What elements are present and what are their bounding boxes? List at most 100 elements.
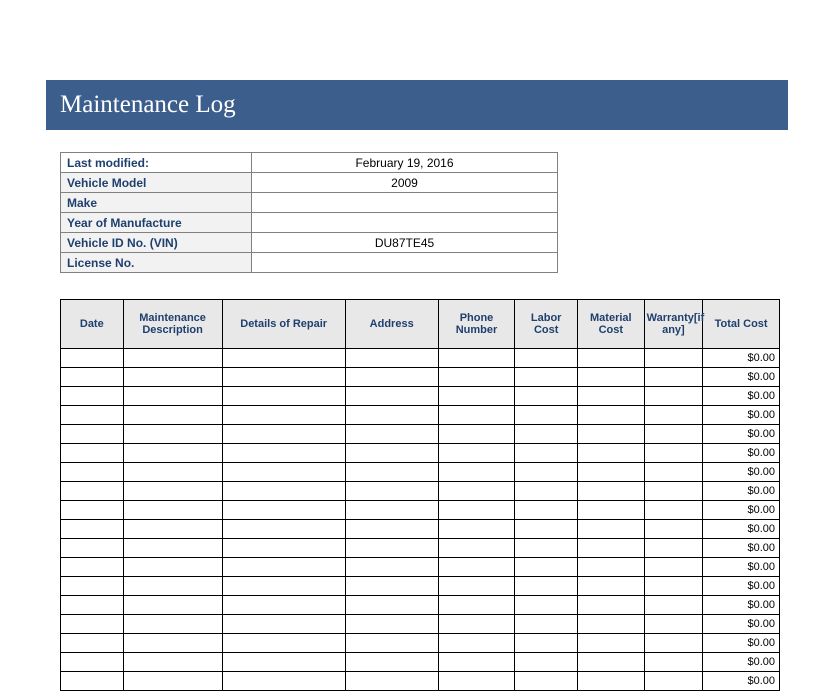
table-cell[interactable] <box>345 539 438 558</box>
table-cell[interactable] <box>222 615 345 634</box>
table-cell[interactable] <box>438 539 515 558</box>
table-cell[interactable] <box>577 634 644 653</box>
table-cell[interactable] <box>222 501 345 520</box>
table-cell[interactable] <box>222 558 345 577</box>
table-cell[interactable] <box>123 539 222 558</box>
table-cell[interactable] <box>577 596 644 615</box>
table-cell[interactable] <box>123 558 222 577</box>
total-cost-cell[interactable]: $0.00 <box>703 558 780 577</box>
table-cell[interactable] <box>515 406 578 425</box>
table-cell[interactable] <box>123 387 222 406</box>
table-cell[interactable] <box>222 463 345 482</box>
total-cost-cell[interactable]: $0.00 <box>703 463 780 482</box>
table-cell[interactable] <box>345 387 438 406</box>
table-cell[interactable] <box>644 596 703 615</box>
make-value[interactable] <box>252 193 558 213</box>
table-cell[interactable] <box>345 558 438 577</box>
total-cost-cell[interactable]: $0.00 <box>703 501 780 520</box>
table-cell[interactable] <box>577 615 644 634</box>
table-cell[interactable] <box>438 501 515 520</box>
table-cell[interactable] <box>61 425 124 444</box>
table-cell[interactable] <box>345 501 438 520</box>
table-cell[interactable] <box>644 463 703 482</box>
last-modified-value[interactable]: February 19, 2016 <box>252 153 558 173</box>
table-cell[interactable] <box>123 672 222 691</box>
table-cell[interactable] <box>438 672 515 691</box>
total-cost-cell[interactable]: $0.00 <box>703 425 780 444</box>
table-cell[interactable] <box>438 406 515 425</box>
table-cell[interactable] <box>345 672 438 691</box>
table-cell[interactable] <box>515 672 578 691</box>
table-cell[interactable] <box>123 349 222 368</box>
table-cell[interactable] <box>123 482 222 501</box>
table-cell[interactable] <box>515 482 578 501</box>
table-cell[interactable] <box>438 615 515 634</box>
total-cost-cell[interactable]: $0.00 <box>703 615 780 634</box>
vehicle-model-value[interactable]: 2009 <box>252 173 558 193</box>
table-cell[interactable] <box>644 425 703 444</box>
table-cell[interactable] <box>345 368 438 387</box>
table-cell[interactable] <box>61 406 124 425</box>
table-cell[interactable] <box>438 577 515 596</box>
table-cell[interactable] <box>577 463 644 482</box>
table-cell[interactable] <box>438 368 515 387</box>
table-cell[interactable] <box>644 482 703 501</box>
table-cell[interactable] <box>515 520 578 539</box>
table-cell[interactable] <box>644 501 703 520</box>
table-cell[interactable] <box>515 444 578 463</box>
table-cell[interactable] <box>123 463 222 482</box>
table-cell[interactable] <box>61 634 124 653</box>
table-cell[interactable] <box>577 577 644 596</box>
total-cost-cell[interactable]: $0.00 <box>703 406 780 425</box>
table-cell[interactable] <box>577 482 644 501</box>
table-cell[interactable] <box>577 539 644 558</box>
table-cell[interactable] <box>61 482 124 501</box>
table-cell[interactable] <box>222 634 345 653</box>
table-cell[interactable] <box>515 596 578 615</box>
table-cell[interactable] <box>438 634 515 653</box>
table-cell[interactable] <box>123 520 222 539</box>
table-cell[interactable] <box>123 444 222 463</box>
table-cell[interactable] <box>644 672 703 691</box>
table-cell[interactable] <box>577 406 644 425</box>
table-cell[interactable] <box>644 387 703 406</box>
table-cell[interactable] <box>515 539 578 558</box>
table-cell[interactable] <box>438 482 515 501</box>
total-cost-cell[interactable]: $0.00 <box>703 444 780 463</box>
table-cell[interactable] <box>644 444 703 463</box>
table-cell[interactable] <box>438 349 515 368</box>
total-cost-cell[interactable]: $0.00 <box>703 368 780 387</box>
table-cell[interactable] <box>644 539 703 558</box>
table-cell[interactable] <box>577 672 644 691</box>
table-cell[interactable] <box>515 425 578 444</box>
table-cell[interactable] <box>61 539 124 558</box>
table-cell[interactable] <box>345 349 438 368</box>
table-cell[interactable] <box>123 501 222 520</box>
table-cell[interactable] <box>222 406 345 425</box>
table-cell[interactable] <box>345 615 438 634</box>
table-cell[interactable] <box>222 425 345 444</box>
table-cell[interactable] <box>644 558 703 577</box>
table-cell[interactable] <box>61 463 124 482</box>
table-cell[interactable] <box>438 387 515 406</box>
total-cost-cell[interactable]: $0.00 <box>703 349 780 368</box>
total-cost-cell[interactable]: $0.00 <box>703 539 780 558</box>
table-cell[interactable] <box>123 596 222 615</box>
total-cost-cell[interactable]: $0.00 <box>703 672 780 691</box>
table-cell[interactable] <box>644 520 703 539</box>
table-cell[interactable] <box>61 615 124 634</box>
table-cell[interactable] <box>222 539 345 558</box>
table-cell[interactable] <box>123 368 222 387</box>
table-cell[interactable] <box>438 463 515 482</box>
total-cost-cell[interactable]: $0.00 <box>703 577 780 596</box>
table-cell[interactable] <box>438 444 515 463</box>
table-cell[interactable] <box>222 387 345 406</box>
table-cell[interactable] <box>577 387 644 406</box>
table-cell[interactable] <box>345 463 438 482</box>
table-cell[interactable] <box>515 501 578 520</box>
table-cell[interactable] <box>644 368 703 387</box>
total-cost-cell[interactable]: $0.00 <box>703 482 780 501</box>
table-cell[interactable] <box>222 520 345 539</box>
table-cell[interactable] <box>123 577 222 596</box>
table-cell[interactable] <box>222 368 345 387</box>
